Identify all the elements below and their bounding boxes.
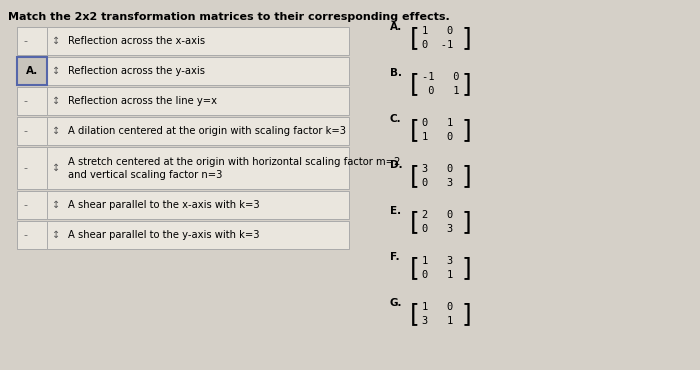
- FancyBboxPatch shape: [17, 147, 47, 189]
- Text: ↕: ↕: [52, 230, 60, 240]
- FancyBboxPatch shape: [17, 191, 47, 219]
- FancyBboxPatch shape: [17, 147, 349, 189]
- Text: 2   0: 2 0: [422, 210, 454, 220]
- Text: 3   0: 3 0: [422, 164, 454, 174]
- Text: Reflection across the x-axis: Reflection across the x-axis: [68, 36, 205, 46]
- Text: ↕: ↕: [52, 66, 60, 76]
- Text: C.: C.: [390, 114, 402, 124]
- Text: -: -: [23, 36, 27, 46]
- Text: -: -: [23, 230, 27, 240]
- Text: 0  -1: 0 -1: [422, 40, 454, 50]
- Text: 0   1: 0 1: [422, 86, 459, 96]
- Text: 0   1: 0 1: [422, 270, 454, 280]
- Text: 0   1: 0 1: [422, 118, 454, 128]
- Text: ↕: ↕: [52, 36, 60, 46]
- Text: and vertical scaling factor n=3: and vertical scaling factor n=3: [68, 170, 223, 180]
- Text: [: [: [410, 256, 420, 280]
- Text: 1   0: 1 0: [422, 302, 454, 312]
- Text: B.: B.: [390, 68, 402, 78]
- Text: 3   1: 3 1: [422, 316, 454, 326]
- Text: [: [: [410, 164, 420, 188]
- Text: Reflection across the y-axis: Reflection across the y-axis: [68, 66, 205, 76]
- FancyBboxPatch shape: [17, 191, 349, 219]
- Text: Reflection across the line y=x: Reflection across the line y=x: [68, 96, 217, 106]
- Text: [: [: [410, 210, 420, 234]
- FancyBboxPatch shape: [17, 221, 47, 249]
- Text: ]: ]: [462, 118, 472, 142]
- Text: -: -: [23, 163, 27, 173]
- Text: ]: ]: [462, 26, 472, 50]
- Text: A.: A.: [390, 22, 402, 32]
- Text: ↕: ↕: [52, 96, 60, 106]
- Text: ]: ]: [462, 210, 472, 234]
- Text: F.: F.: [390, 252, 400, 262]
- Text: A.: A.: [26, 66, 38, 76]
- Text: [: [: [410, 118, 420, 142]
- Text: Match the 2x2 transformation matrices to their corresponding effects.: Match the 2x2 transformation matrices to…: [8, 12, 449, 22]
- Text: -: -: [23, 96, 27, 106]
- Text: 0   3: 0 3: [422, 224, 454, 234]
- FancyBboxPatch shape: [17, 27, 349, 55]
- Text: 1   0: 1 0: [422, 26, 454, 36]
- FancyBboxPatch shape: [17, 221, 349, 249]
- FancyBboxPatch shape: [17, 57, 47, 85]
- Text: D.: D.: [390, 160, 402, 170]
- Text: ]: ]: [462, 164, 472, 188]
- Text: A stretch centered at the origin with horizontal scaling factor m=2: A stretch centered at the origin with ho…: [68, 157, 400, 167]
- Text: E.: E.: [390, 206, 401, 216]
- Text: -: -: [23, 126, 27, 136]
- Text: 1   3: 1 3: [422, 256, 454, 266]
- Text: ↕: ↕: [52, 200, 60, 210]
- Text: A shear parallel to the x-axis with k=3: A shear parallel to the x-axis with k=3: [68, 200, 260, 210]
- FancyBboxPatch shape: [17, 117, 349, 145]
- Text: G.: G.: [390, 298, 402, 308]
- Text: ]: ]: [462, 302, 472, 326]
- Text: [: [: [410, 302, 420, 326]
- Text: 1   0: 1 0: [422, 132, 454, 142]
- FancyBboxPatch shape: [17, 87, 349, 115]
- Text: ]: ]: [462, 256, 472, 280]
- Text: ↕: ↕: [52, 163, 60, 173]
- Text: A dilation centered at the origin with scaling factor k=3: A dilation centered at the origin with s…: [68, 126, 346, 136]
- Text: -1   0: -1 0: [422, 72, 459, 82]
- Text: ↕: ↕: [52, 126, 60, 136]
- Text: [: [: [410, 26, 420, 50]
- FancyBboxPatch shape: [17, 57, 349, 85]
- Text: A shear parallel to the y-axis with k=3: A shear parallel to the y-axis with k=3: [68, 230, 260, 240]
- FancyBboxPatch shape: [17, 87, 47, 115]
- Text: 0   3: 0 3: [422, 178, 454, 188]
- FancyBboxPatch shape: [17, 27, 47, 55]
- Text: ]: ]: [462, 72, 472, 96]
- Text: -: -: [23, 200, 27, 210]
- Text: [: [: [410, 72, 420, 96]
- FancyBboxPatch shape: [17, 117, 47, 145]
